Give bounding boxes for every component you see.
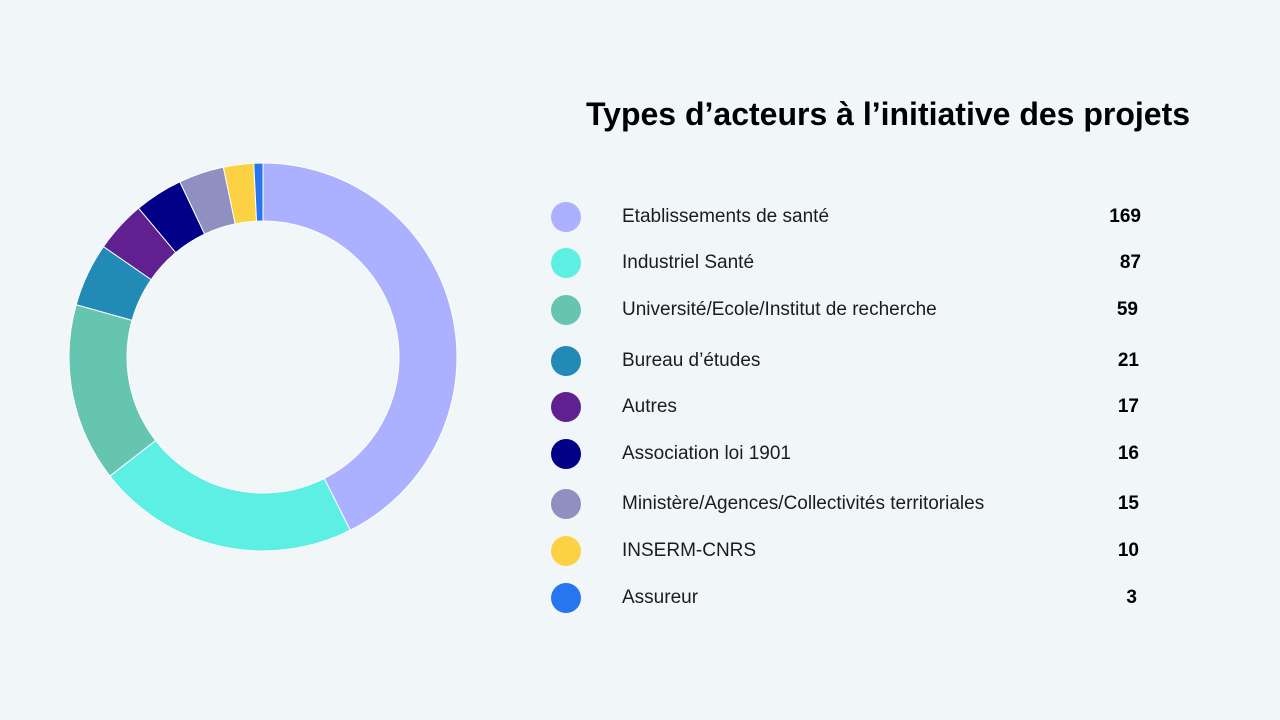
legend-item: Autres 17 [551,392,1151,422]
legend-item: Association loi 1901 16 [551,439,1151,469]
legend-item: Bureau d’études 21 [551,346,1151,376]
donut-slice [262,162,458,531]
legend-swatch [551,346,581,376]
legend-value: 10 [1117,540,1139,561]
legend-label: Association loi 1901 [622,443,791,464]
legend-swatch [551,295,581,325]
legend-swatch [551,202,581,232]
donut-slice [68,304,157,477]
donut-slice [109,439,351,552]
legend-swatch [551,489,581,519]
legend-item: Ministère/Agences/Collectivités territor… [551,489,1151,519]
legend-swatch [551,583,581,613]
legend-value: 17 [1117,396,1139,417]
legend-item: Université/Ecole/Institut de recherche 5… [551,295,1151,325]
legend-swatch [551,392,581,422]
donut-chart [68,162,458,552]
legend-value: 16 [1117,443,1139,464]
legend-value: 15 [1117,493,1139,514]
chart-title: Types d’acteurs à l’initiative des proje… [585,96,1191,132]
legend-swatch [551,536,581,566]
legend-label: Autres [622,396,677,417]
legend-item: Assureur 3 [551,583,1151,613]
legend-label: Bureau d’études [622,350,761,371]
legend-value: 87 [1119,252,1141,273]
legend-value: 169 [1109,206,1141,227]
legend-value: 21 [1117,350,1139,371]
legend-label: Université/Ecole/Institut de recherche [622,299,937,320]
legend-label: Etablissements de santé [622,206,830,227]
legend-swatch [551,439,581,469]
legend-label: INSERM-CNRS [622,540,757,561]
legend-value: 59 [1116,299,1138,320]
donut-slice [253,162,264,222]
legend-label: Ministère/Agences/Collectivités territor… [622,493,985,514]
legend-item: INSERM-CNRS 10 [551,536,1151,566]
legend-item: Industriel Santé 87 [551,248,1151,278]
legend-swatch [551,248,581,278]
legend-item: Etablissements de santé 169 [551,202,1151,232]
legend-label: Assureur [622,587,699,608]
legend-value: 3 [1126,587,1137,608]
legend-label: Industriel Santé [622,252,755,273]
